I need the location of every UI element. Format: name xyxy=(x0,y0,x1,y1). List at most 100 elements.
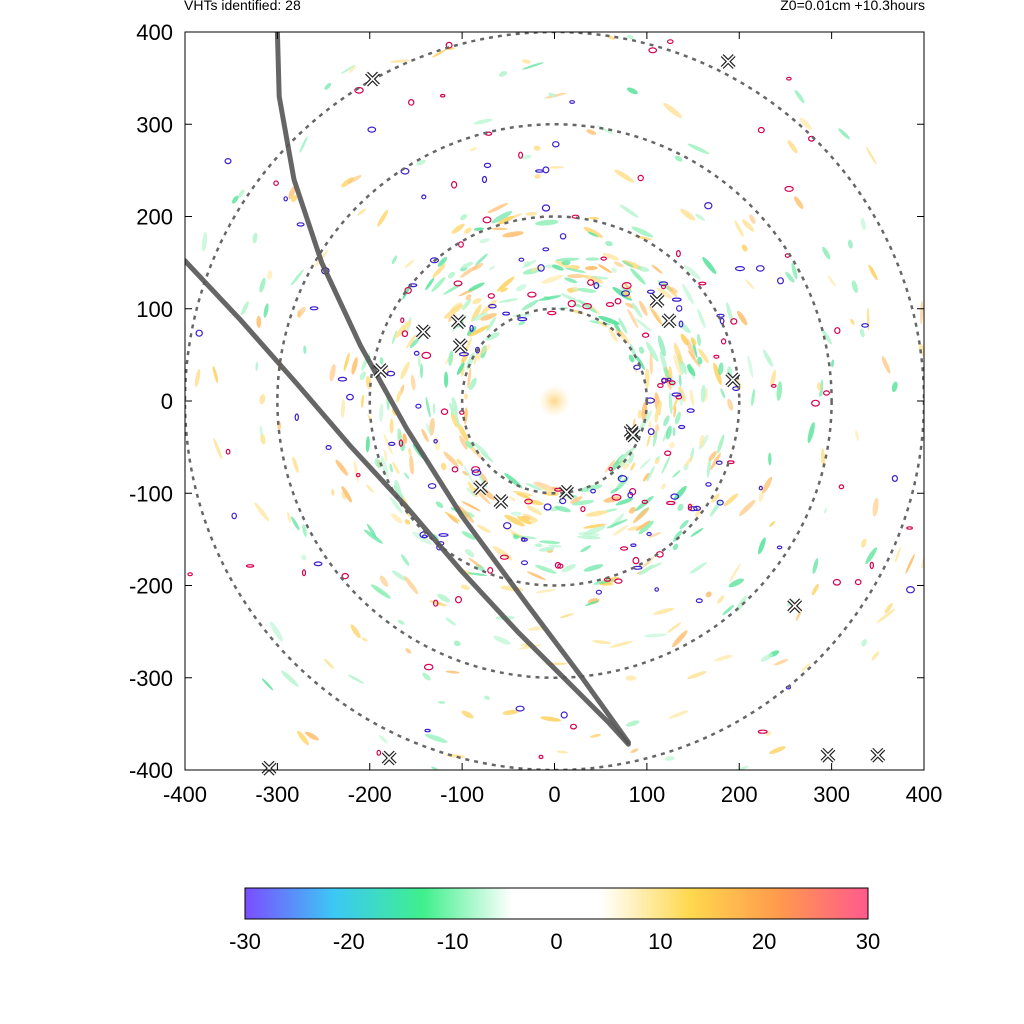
field-streak xyxy=(347,175,362,184)
field-streak xyxy=(389,496,403,514)
contour-cell xyxy=(451,181,458,189)
field-streak xyxy=(859,328,865,338)
field-streak xyxy=(561,260,571,266)
field-streak xyxy=(263,303,269,318)
field-streak xyxy=(396,389,402,403)
field-streak xyxy=(212,365,219,384)
field-streak xyxy=(391,255,397,265)
vht-marker xyxy=(365,71,380,87)
contour-cell xyxy=(455,596,463,604)
field-streak xyxy=(554,505,571,513)
field-streak xyxy=(861,639,867,647)
field-streak xyxy=(816,382,822,391)
contour-cell xyxy=(538,754,544,760)
field-streak xyxy=(618,317,628,334)
field-streak xyxy=(490,227,508,231)
contour-cell xyxy=(451,466,459,473)
field-streak xyxy=(476,524,491,533)
contour-cell xyxy=(398,439,404,447)
field-streak xyxy=(397,619,405,625)
field-streak xyxy=(416,159,426,166)
contour-cell xyxy=(415,403,422,409)
contour-cell xyxy=(427,483,437,489)
field-streak xyxy=(340,399,346,419)
field-streak xyxy=(891,381,898,392)
colorbar-tick-label: -30 xyxy=(229,929,261,954)
field-streak xyxy=(831,359,835,368)
contour-cell xyxy=(543,503,552,511)
field-streak xyxy=(366,484,374,493)
field-streak xyxy=(472,298,482,305)
contour-cell xyxy=(705,482,712,487)
field-streak xyxy=(791,262,798,280)
field-streak xyxy=(672,470,681,478)
contour-cell xyxy=(567,300,577,308)
field-streak xyxy=(525,483,543,491)
field-streak xyxy=(401,554,410,566)
contour-cell xyxy=(355,472,361,478)
contour-cell xyxy=(695,598,703,604)
field-streak xyxy=(269,621,283,642)
field-streak xyxy=(684,456,693,467)
contour-cell xyxy=(481,175,488,184)
field-streak xyxy=(578,531,600,537)
field-streak xyxy=(405,648,412,654)
field-streak xyxy=(480,344,491,354)
field-streak xyxy=(301,554,307,561)
contour-cell xyxy=(671,297,682,302)
field-streak xyxy=(443,371,449,388)
field-streak xyxy=(606,519,628,529)
field-streak xyxy=(733,765,749,770)
field-streak xyxy=(534,174,541,179)
contour-cell xyxy=(593,282,600,290)
field-streak xyxy=(323,658,335,669)
field-streak xyxy=(335,459,348,476)
contour-cell xyxy=(668,380,676,386)
field-streak xyxy=(340,64,356,74)
field-streak xyxy=(559,613,574,619)
field-streak xyxy=(523,261,531,267)
field-streak xyxy=(556,750,568,754)
field-streak xyxy=(697,308,706,329)
field-streak xyxy=(745,279,755,290)
field-streak xyxy=(697,356,703,365)
field-streak xyxy=(881,356,891,374)
contour-cell xyxy=(475,346,481,354)
contour-cell xyxy=(341,572,349,580)
contour-cell xyxy=(811,399,820,407)
field-streak xyxy=(722,604,735,616)
field-streak xyxy=(447,271,456,279)
contour-cell xyxy=(671,392,682,397)
colorbar-tick-label: -10 xyxy=(437,929,469,954)
field-streak xyxy=(609,640,634,648)
contour-cell xyxy=(646,289,655,294)
field-streak xyxy=(488,265,496,271)
field-streak xyxy=(686,338,696,359)
field-streak xyxy=(391,570,407,581)
contour-cell xyxy=(648,47,658,54)
field-streak xyxy=(522,59,531,64)
field-streak xyxy=(255,361,258,372)
field-streak xyxy=(612,320,621,333)
field-streak xyxy=(706,457,711,478)
field-streak xyxy=(281,670,299,687)
field-streak xyxy=(525,499,544,506)
field-streak xyxy=(290,269,304,286)
contour-cell xyxy=(716,499,724,506)
field-streak xyxy=(484,695,490,700)
field-streak xyxy=(612,525,629,536)
field-streak xyxy=(687,143,710,155)
field-streak xyxy=(492,546,513,561)
field-streak xyxy=(769,746,786,754)
contour-cell xyxy=(469,324,474,332)
field-streak xyxy=(448,316,453,323)
range-ring xyxy=(368,215,741,587)
field-streak xyxy=(635,355,645,370)
field-streak xyxy=(585,510,608,517)
field-streak xyxy=(412,531,433,545)
contour-cell xyxy=(471,469,482,476)
field-streak xyxy=(684,265,701,280)
field-streak xyxy=(597,321,608,328)
contour-cell xyxy=(770,383,777,388)
field-streak xyxy=(583,275,604,284)
